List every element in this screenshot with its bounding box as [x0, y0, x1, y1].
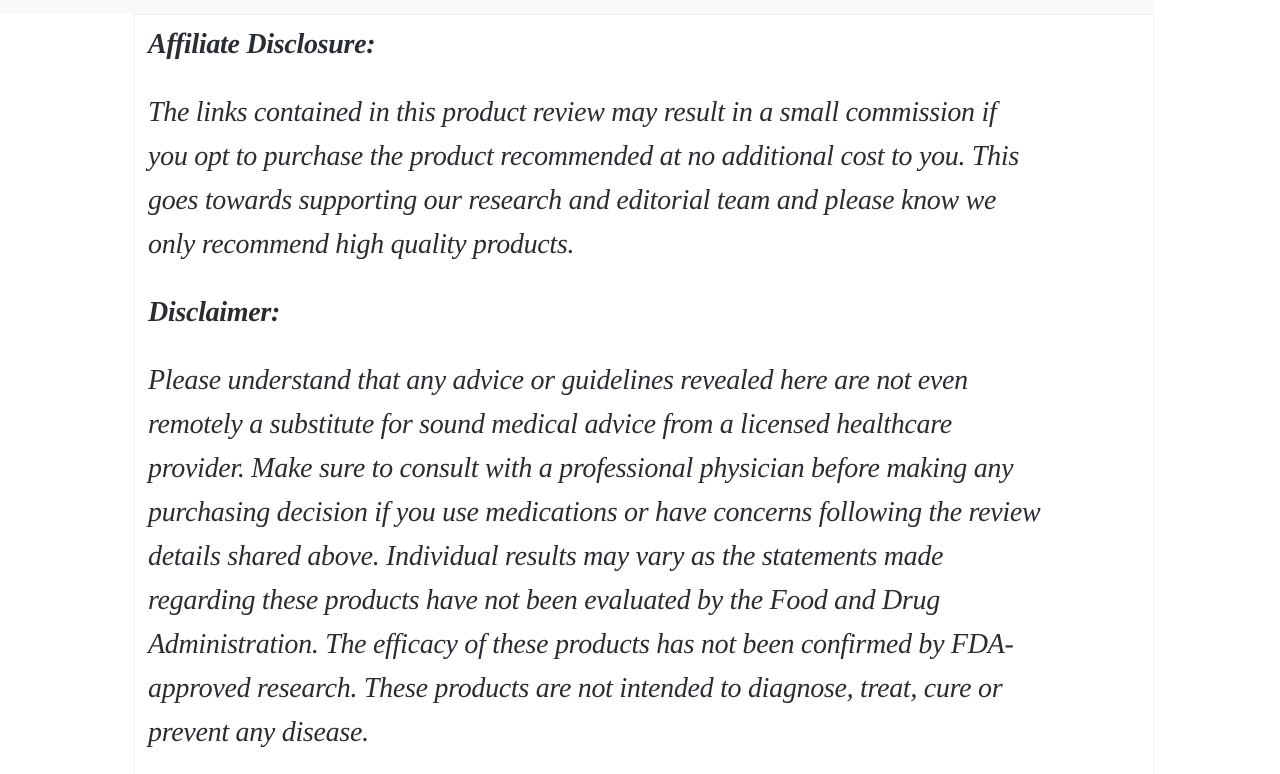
- affiliate-disclosure-text: The links contained in this product revi…: [148, 97, 1019, 260]
- disclaimer-text: Please understand that any advice or gui…: [148, 365, 1041, 748]
- disclaimer-heading: Disclaimer:: [148, 297, 281, 328]
- page-top-divider: [0, 0, 1154, 14]
- disclaimer-section: Disclaimer: Please understand that any a…: [148, 291, 1153, 755]
- affiliate-disclosure-heading: Affiliate Disclosure:: [148, 29, 376, 60]
- article-body: Affiliate Disclosure: The links containe…: [148, 23, 1153, 755]
- affiliate-disclosure-section: Affiliate Disclosure: The links containe…: [148, 23, 1153, 267]
- content-card: Affiliate Disclosure: The links containe…: [134, 14, 1154, 774]
